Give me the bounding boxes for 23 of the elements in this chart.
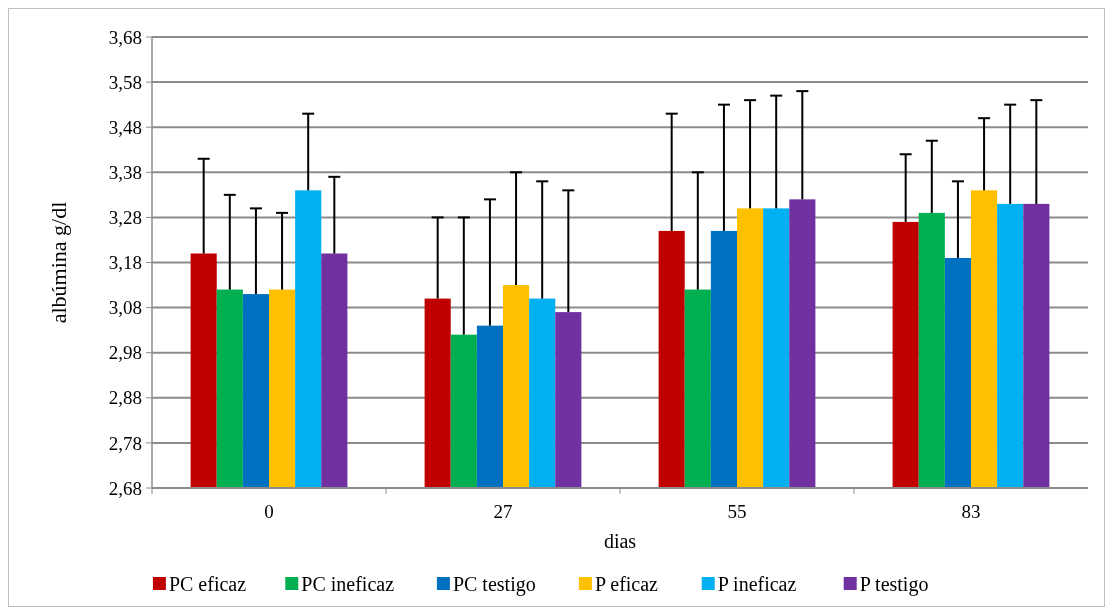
y-tick-label: 2,88 <box>108 387 142 409</box>
y-tick-label: 3,08 <box>108 297 142 319</box>
y-tick-label: 2,68 <box>108 477 142 499</box>
x-tick-label: 83 <box>961 501 981 522</box>
x-tick-label: 0 <box>264 501 274 522</box>
y-tick-label: 2,78 <box>108 432 142 454</box>
x-axis-title: dias <box>603 530 637 552</box>
y-tick-label: 3,48 <box>108 116 142 138</box>
y-tick-label: 3,18 <box>108 252 142 274</box>
x-tick-label: 27 <box>493 501 513 522</box>
y-tick-label: 3,58 <box>108 71 142 93</box>
legend-label: PC eficaz <box>168 573 247 595</box>
legend-label: P testigo <box>859 573 929 596</box>
y-tick-label: 2,98 <box>108 342 142 364</box>
x-tick-label: 55 <box>727 501 747 522</box>
y-tick-label: 3,68 <box>108 26 142 48</box>
legend-label: PC testigo <box>452 573 536 596</box>
legend-label: P eficaz <box>594 573 659 595</box>
y-axis-title: albúmina g/dl <box>46 201 71 324</box>
legend-label: PC ineficaz <box>301 573 395 595</box>
y-tick-label: 3,38 <box>108 161 142 183</box>
legend-label: P ineficaz <box>717 573 797 595</box>
y-tick-label: 3,28 <box>108 207 142 229</box>
